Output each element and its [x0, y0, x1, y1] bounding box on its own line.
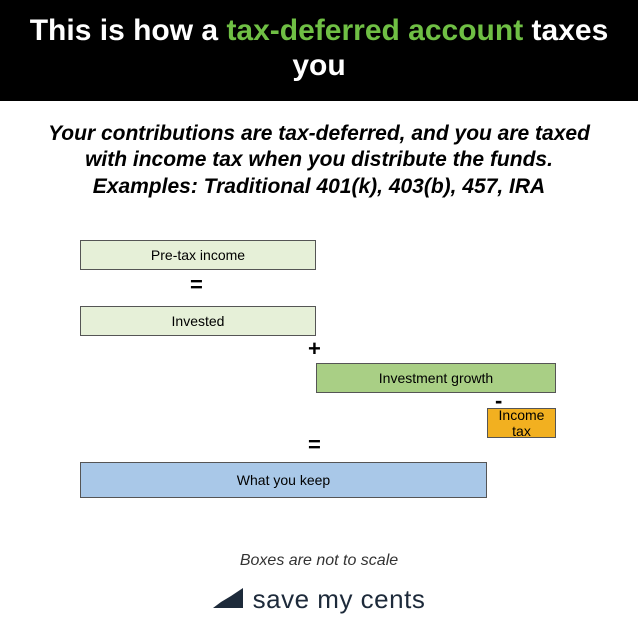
- brand-logo: save my cents: [0, 584, 638, 615]
- footnote-text: Boxes are not to scale: [0, 552, 638, 570]
- diagram-box: Investment growth: [316, 363, 556, 393]
- title-prefix: This is how a: [30, 14, 227, 47]
- page-title: This is how a tax-deferred account taxes…: [10, 14, 628, 83]
- logo-text: save my cents: [253, 584, 426, 615]
- header-banner: This is how a tax-deferred account taxes…: [0, 0, 638, 101]
- chart-up-icon: [213, 584, 247, 615]
- diagram-box: Invested: [80, 306, 316, 336]
- flow-diagram: Pre-tax incomeInvestedInvestment growthI…: [0, 240, 638, 540]
- operator-symbol: +: [308, 336, 321, 362]
- diagram-box: What you keep: [80, 462, 487, 498]
- subtitle-text: Your contributions are tax-deferred, and…: [0, 101, 638, 210]
- diagram-box: Pre-tax income: [80, 240, 316, 270]
- operator-symbol: =: [308, 432, 321, 458]
- operator-symbol: =: [190, 272, 203, 298]
- operator-symbol: -: [495, 388, 502, 414]
- title-highlight: tax-deferred account: [226, 14, 523, 47]
